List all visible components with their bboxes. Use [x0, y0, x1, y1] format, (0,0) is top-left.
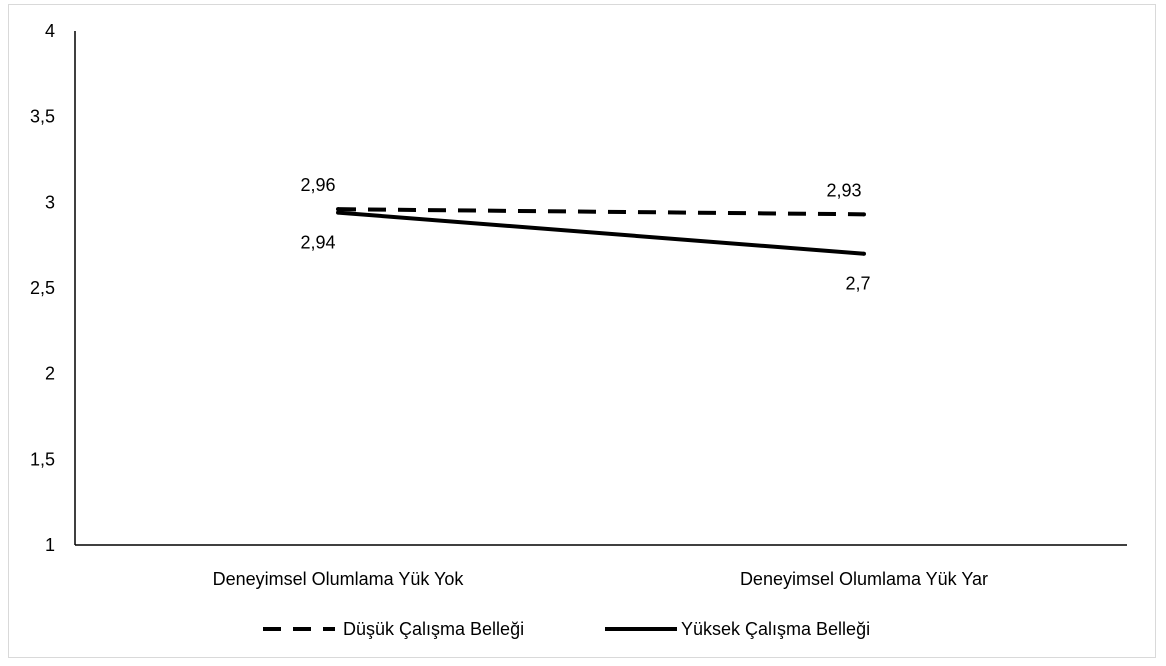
data-label: 2,93 — [826, 180, 861, 200]
data-label: 2,96 — [300, 175, 335, 195]
data-point — [336, 207, 340, 212]
data-label: 2,7 — [845, 274, 870, 294]
legend: Düşük Çalışma Belleği Yüksek Çalışma Bell… — [263, 619, 870, 639]
data-point — [862, 251, 866, 256]
x-axis-ticks: Deneyimsel Olumlama Yük Yok Deneyimsel Ol… — [213, 569, 988, 589]
series-group: 2,96 2,93 2,94 2,7 — [300, 175, 870, 294]
y-tick-label: 3,5 — [30, 107, 55, 127]
legend-label: Düşük Çalışma Belleği — [343, 619, 524, 639]
data-label: 2,94 — [300, 233, 335, 253]
y-tick-label: 1 — [45, 535, 55, 555]
series-line-yuksek — [337, 210, 865, 256]
data-point — [862, 212, 866, 217]
x-tick-label: Deneyimsel Olumlama Yük Yar — [740, 569, 988, 589]
y-tick-label: 1,5 — [30, 449, 55, 469]
y-tick-label: 2 — [45, 364, 55, 384]
y-tick-label: 4 — [45, 21, 55, 41]
line-chart: 1 1,5 2 2,5 3 3,5 4 Deneyimsel Olumlama Yük Yo… — [30, 21, 1127, 639]
chart-frame: 1 1,5 2 2,5 3 3,5 4 Deneyimsel Olumlama Yük Yo… — [8, 4, 1156, 658]
x-tick-label: Deneyimsel Olumlama Yük Yok — [213, 569, 465, 589]
y-axis-ticks: 1 1,5 2 2,5 3 3,5 4 — [30, 21, 55, 555]
series-line-dusuk — [337, 207, 865, 217]
data-point — [336, 210, 340, 215]
legend-label: Yüksek Çalışma Belleği — [681, 619, 870, 639]
y-tick-label: 2,5 — [30, 278, 55, 298]
y-tick-label: 3 — [45, 192, 55, 212]
